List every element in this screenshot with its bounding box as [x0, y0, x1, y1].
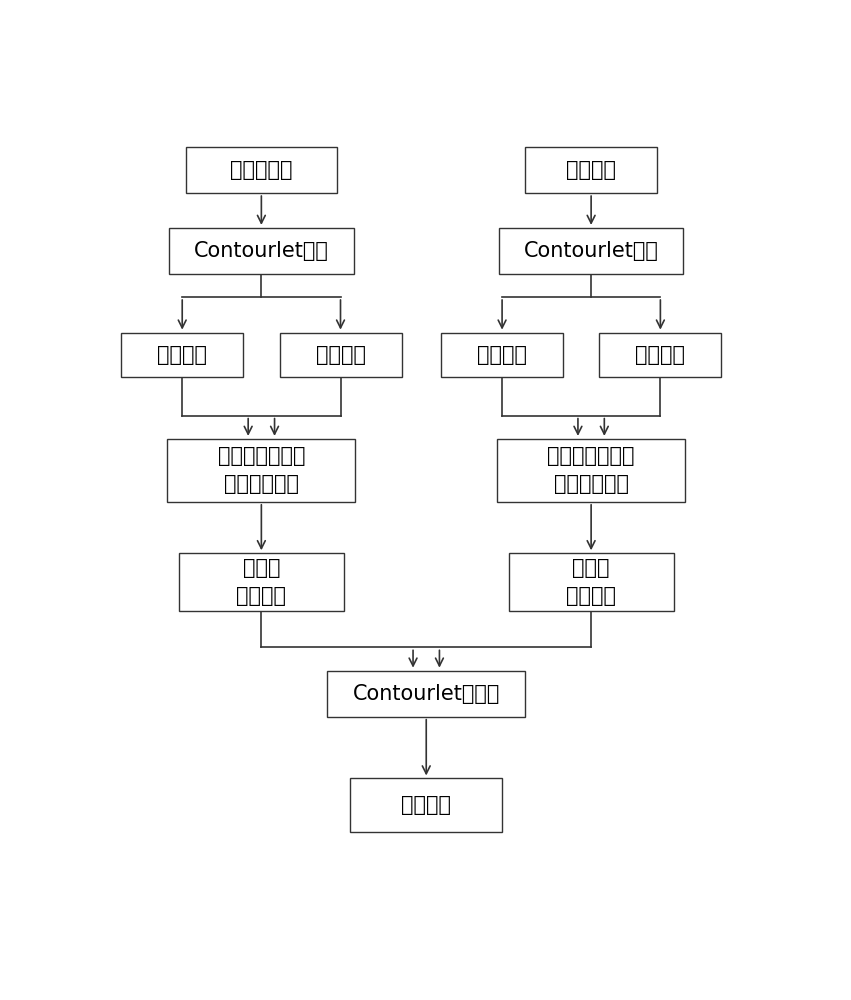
- Text: 高频系数: 高频系数: [316, 345, 366, 365]
- Bar: [279, 333, 402, 377]
- Text: Contourlet变换: Contourlet变换: [523, 241, 659, 261]
- Text: 全色图像: 全色图像: [566, 160, 616, 180]
- Text: 高频系数: 高频系数: [636, 345, 685, 365]
- Bar: [351, 778, 502, 832]
- Bar: [121, 333, 243, 377]
- Bar: [497, 439, 685, 502]
- Text: 融合后
低频系数: 融合后 低频系数: [237, 558, 287, 606]
- Text: 多光谱图像: 多光谱图像: [230, 160, 293, 180]
- Bar: [499, 228, 683, 274]
- Bar: [509, 553, 674, 611]
- Text: 低频系数: 低频系数: [477, 345, 527, 365]
- Bar: [169, 228, 354, 274]
- Bar: [441, 333, 563, 377]
- Bar: [186, 147, 337, 193]
- Text: 基于区域能量取
大的融合方法: 基于区域能量取 大的融合方法: [218, 446, 306, 494]
- Text: Contourlet变换: Contourlet变换: [194, 241, 328, 261]
- Bar: [328, 671, 525, 717]
- Text: 低频系数: 低频系数: [157, 345, 208, 365]
- Text: 融合图像: 融合图像: [401, 795, 451, 815]
- Text: 基于引导滤波的
加权融合方法: 基于引导滤波的 加权融合方法: [547, 446, 635, 494]
- Bar: [525, 147, 657, 193]
- Text: 融合后
高频系数: 融合后 高频系数: [566, 558, 616, 606]
- Text: Contourlet反变换: Contourlet反变换: [352, 684, 500, 704]
- Bar: [179, 553, 344, 611]
- Bar: [168, 439, 356, 502]
- Bar: [599, 333, 722, 377]
